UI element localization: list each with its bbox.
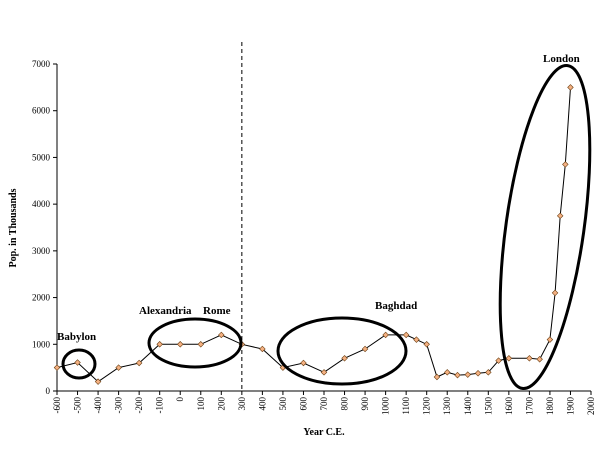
data-point: [177, 341, 184, 348]
y-tick-label: 6000: [32, 106, 51, 116]
data-point: [156, 341, 163, 348]
data-point: [413, 336, 420, 343]
data-point: [197, 341, 204, 348]
annotation-label-london: London: [543, 53, 580, 65]
x-tick-label: 1300: [442, 397, 452, 416]
data-point: [218, 331, 225, 339]
data-point: [423, 341, 430, 348]
series-line: [56, 87, 571, 383]
annotation-ellipse-babylon: [61, 348, 97, 380]
y-axis-title: Pop. in Thousands: [8, 188, 19, 267]
x-tick-label: 1600: [504, 397, 514, 416]
x-tick-label: 1800: [545, 397, 555, 416]
data-point: [454, 371, 461, 379]
data-point: [402, 331, 410, 339]
x-tick-label: 500: [278, 397, 288, 411]
data-point: [300, 359, 307, 367]
x-tick-label: -100: [155, 397, 165, 414]
x-tick-label: 1100: [401, 397, 411, 415]
x-tick-label: 700: [319, 397, 329, 411]
x-tick-label: 1700: [524, 397, 534, 416]
annotation-label-alexandria: Alexandria: [139, 305, 192, 317]
x-tick-label: 100: [196, 397, 206, 411]
data-point: [320, 369, 328, 376]
annotation-ellipse-london: [498, 63, 592, 391]
x-tick-label: -400: [93, 397, 103, 414]
x-axis-title: Year C.E.: [303, 427, 345, 438]
data-point: [433, 373, 441, 381]
x-tick-label: 1500: [483, 397, 493, 416]
y-tick-label: 3000: [32, 246, 51, 256]
annotation-label-baghdad: Baghdad: [375, 300, 417, 312]
data-point: [567, 84, 574, 91]
data-point: [259, 345, 266, 353]
data-point: [53, 364, 61, 371]
y-tick-group: 0 1000 2000 3000 4000 5000 6000 7000: [32, 59, 57, 396]
data-point: [341, 355, 348, 362]
data-point: [135, 359, 143, 367]
data-point: [94, 378, 102, 385]
x-tick-label: 400: [257, 397, 267, 411]
data-point: [556, 212, 564, 220]
y-tick-label: 0: [46, 386, 51, 396]
annotation-ellipse-baghdad: [276, 316, 408, 386]
x-tick-label: 900: [360, 397, 370, 411]
data-point: [485, 369, 492, 376]
data-point: [536, 356, 543, 363]
x-tick-label: 1000: [381, 397, 391, 416]
annotation-ellipse-alexandria-rome: [147, 317, 243, 369]
data-point: [474, 370, 482, 377]
x-tick-label: 1200: [422, 397, 432, 416]
x-tick-label: -300: [114, 397, 124, 414]
x-tick-label: -200: [134, 397, 144, 414]
y-tick-label: 7000: [32, 59, 51, 69]
y-tick-label: 1000: [32, 339, 51, 349]
data-point: [551, 289, 559, 297]
data-point: [74, 359, 81, 366]
x-tick-label: 2000: [586, 397, 596, 416]
x-tick-label: 1400: [463, 397, 473, 416]
y-tick-label: 4000: [32, 199, 51, 209]
x-tick-label: 0: [175, 397, 185, 402]
x-tick-label: 300: [237, 397, 247, 411]
x-tick-label: -500: [73, 397, 83, 414]
y-tick-label: 2000: [32, 293, 51, 303]
annotation-group: Babylon Alexandria Rome Baghdad London: [57, 53, 592, 391]
x-tick-label: -600: [52, 397, 62, 414]
y-tick-label: 5000: [32, 152, 51, 162]
data-point: [382, 331, 389, 339]
annotation-label-babylon: Babylon: [57, 331, 96, 343]
data-point: [115, 364, 122, 371]
data-point: [505, 355, 513, 362]
x-tick-label: 200: [216, 397, 226, 411]
plot-frame: [56, 64, 591, 392]
x-tick-label: 800: [340, 397, 350, 411]
data-point: [495, 357, 502, 364]
data-point: [546, 336, 554, 343]
data-point: [562, 161, 569, 168]
annotation-label-rome: Rome: [203, 305, 231, 317]
x-tick-label: 1900: [565, 397, 575, 416]
data-point: [361, 345, 369, 353]
data-point: [464, 371, 471, 378]
data-point: [444, 369, 451, 376]
x-tick-group: -600 -500 -400 -300 -200 -100 0 100 200 300 400 500…: [52, 391, 596, 415]
x-tick-label: 600: [298, 397, 308, 411]
series-group: [53, 84, 574, 385]
data-point: [526, 355, 533, 362]
